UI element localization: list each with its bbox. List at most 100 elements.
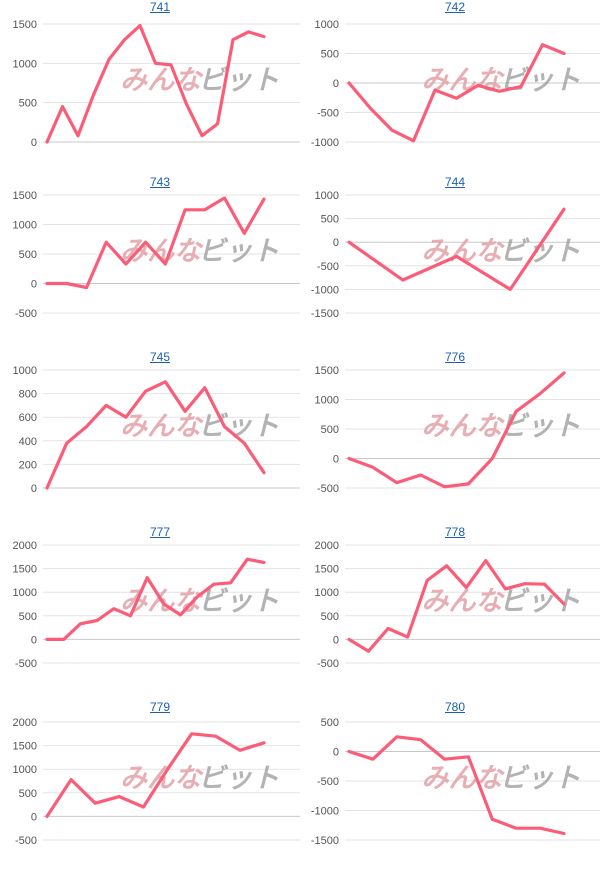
watermark-text: ビット (500, 586, 581, 617)
chart-title-link[interactable]: 741 (149, 0, 171, 14)
y-tick-label: 1500 (13, 741, 37, 753)
chart-title-link[interactable]: 776 (444, 350, 466, 364)
y-tick-label: 1000 (315, 190, 339, 202)
y-tick-label: 0 (333, 747, 339, 759)
chart-title-link[interactable]: 777 (149, 525, 171, 539)
y-tick-label: 500 (19, 249, 37, 261)
y-tick-label: 1500 (13, 190, 37, 202)
watermark-text: ビット (198, 763, 279, 794)
y-tick-label: 1500 (13, 564, 37, 576)
y-tick-label: 0 (31, 634, 37, 646)
y-tick-label: -1500 (311, 308, 339, 320)
series-line (45, 380, 266, 490)
y-tick-label: 0 (31, 137, 37, 149)
y-tick-label: 2000 (13, 540, 37, 552)
y-tick-label: -500 (317, 483, 339, 495)
y-tick-label: 1000 (315, 395, 339, 407)
chart-title-link[interactable]: 742 (444, 0, 466, 14)
y-tick-label: 2000 (315, 540, 339, 552)
y-tick-label: 400 (19, 436, 37, 448)
y-tick-label: 0 (31, 483, 37, 495)
y-tick-label: 1500 (315, 564, 339, 576)
y-tick-label: 0 (31, 279, 37, 291)
series-line (45, 732, 266, 819)
chart-panel-745: 0 200 400 600 800 1000 みんな ビット 745 (0, 350, 305, 525)
series-line (347, 735, 566, 836)
watermark-text: ビット (198, 65, 279, 96)
chart-panel-743: -500 0 500 1000 1500 みんな ビット 743 (0, 175, 305, 350)
series-line (347, 371, 566, 489)
y-tick-label: -500 (317, 108, 339, 120)
y-tick-label: 600 (19, 412, 37, 424)
chart-panel-778: -500 0 500 1000 1500 2000 みんな ビット 778 (305, 525, 610, 700)
chart-title-link[interactable]: 743 (149, 175, 171, 189)
watermark-text: ビット (500, 763, 581, 794)
y-tick-label: 200 (19, 459, 37, 471)
watermark-text: ビット (198, 236, 279, 267)
y-tick-label: 1500 (13, 19, 37, 31)
chart-title-link[interactable]: 778 (444, 525, 466, 539)
chart-title-link[interactable]: 744 (444, 175, 466, 189)
series-line (347, 207, 566, 292)
y-tick-label: 1000 (13, 220, 37, 232)
y-tick-label: 1500 (315, 365, 339, 377)
y-tick-label: 500 (321, 424, 339, 436)
watermark-text: みんな (120, 65, 204, 96)
y-tick-label: -1000 (311, 806, 339, 818)
series-line (347, 558, 566, 653)
chart-panel-777: -500 0 500 1000 1500 2000 みんな ビット 777 (0, 525, 305, 700)
chart-title-link[interactable]: 779 (149, 700, 171, 714)
y-tick-label: -500 (15, 835, 37, 847)
watermark-text: ビット (500, 65, 581, 96)
series-line (45, 196, 266, 290)
y-tick-label: 500 (321, 49, 339, 61)
y-tick-label: 500 (19, 611, 37, 623)
watermark-text: みんな (422, 411, 506, 442)
y-tick-label: 800 (19, 389, 37, 401)
chart-title-link[interactable]: 780 (444, 700, 466, 714)
y-tick-label: -500 (15, 308, 37, 320)
y-tick-label: 1000 (13, 587, 37, 599)
chart-panel-741: 0 500 1000 1500 みんな ビット 741 (0, 0, 305, 175)
y-tick-label: 0 (333, 237, 339, 249)
y-tick-label: 1000 (13, 365, 37, 377)
y-tick-label: 500 (321, 717, 339, 729)
y-tick-label: -1000 (311, 284, 339, 296)
y-tick-label: 1000 (13, 764, 37, 776)
y-tick-label: 500 (19, 788, 37, 800)
y-tick-label: 1000 (13, 58, 37, 70)
y-tick-label: 0 (333, 634, 339, 646)
y-tick-label: 500 (19, 98, 37, 110)
watermark-text: ビット (198, 586, 279, 617)
chart-panel-744: -1500 -1000 -500 0 500 1000 みんな ビット 744 (305, 175, 610, 350)
watermark-text: ビット (500, 411, 581, 442)
y-tick-label: 0 (333, 454, 339, 466)
y-tick-label: 1000 (315, 19, 339, 31)
y-tick-label: 0 (31, 811, 37, 823)
y-tick-label: -1500 (311, 835, 339, 847)
chart-panel-742: -1000 -500 0 500 1000 みんな ビット 742 (305, 0, 610, 175)
chart-panel-776: -500 0 500 1000 1500 みんな ビット 776 (305, 350, 610, 525)
y-tick-label: 500 (321, 214, 339, 226)
y-tick-label: -1000 (311, 137, 339, 149)
series-line (45, 24, 266, 144)
chart-panel-779: -500 0 500 1000 1500 2000 みんな ビット 779 (0, 700, 305, 875)
y-tick-label: 2000 (13, 717, 37, 729)
chart-title-link[interactable]: 745 (149, 350, 171, 364)
watermark-text: みんな (120, 411, 204, 442)
watermark-text: みんな (422, 763, 506, 794)
y-tick-label: -500 (317, 658, 339, 670)
chart-panel-780: -1500 -1000 -500 0 500 みんな ビット 780 (305, 700, 610, 875)
y-tick-label: -500 (317, 776, 339, 788)
series-line (45, 557, 266, 642)
